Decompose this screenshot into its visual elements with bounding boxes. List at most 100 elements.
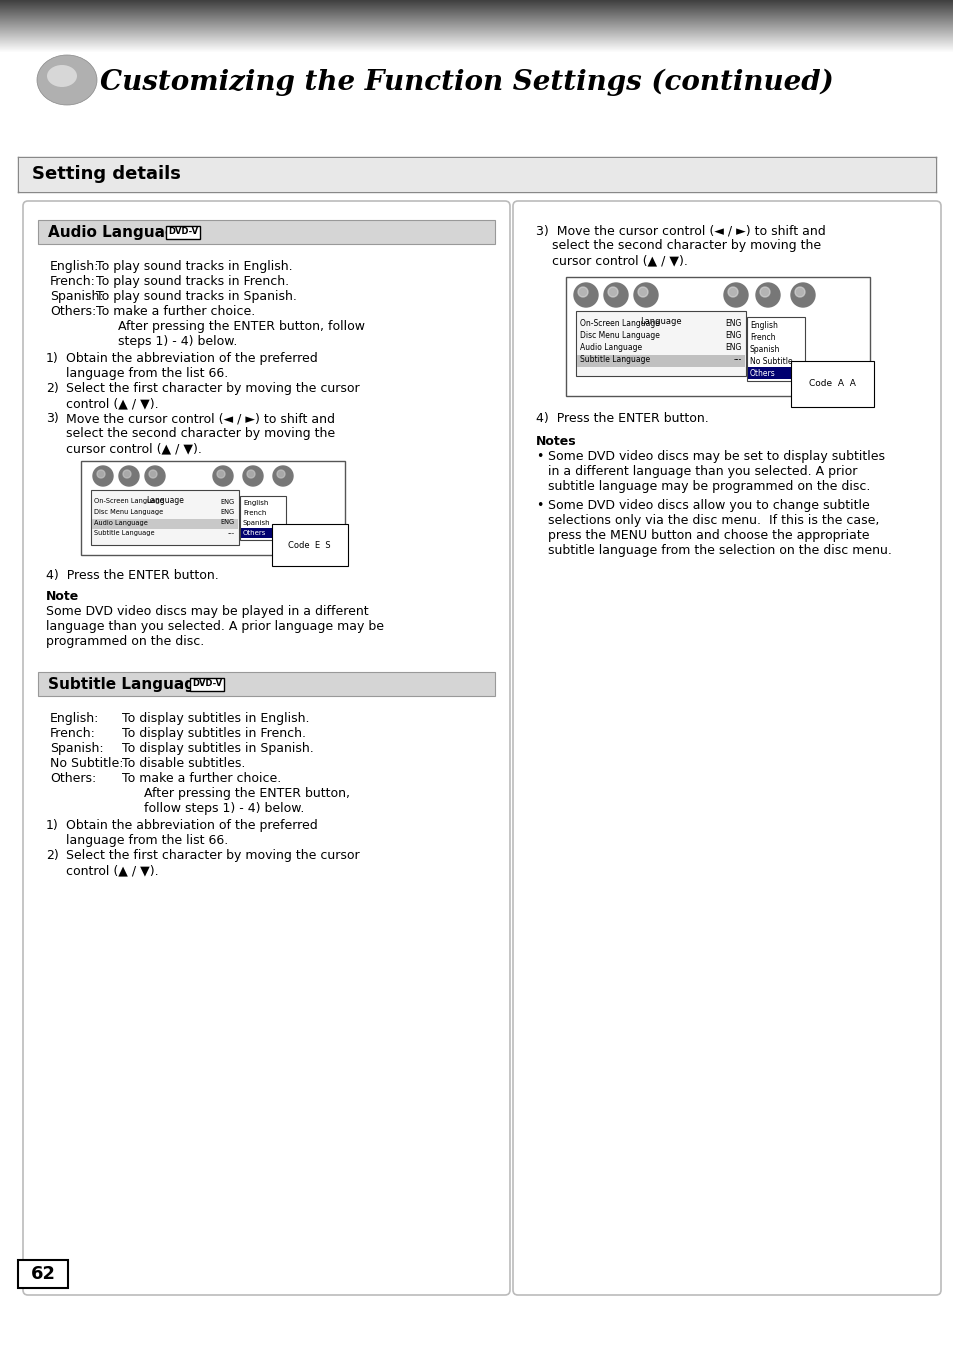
- FancyBboxPatch shape: [166, 225, 200, 239]
- Text: To display subtitles in English.: To display subtitles in English.: [122, 712, 309, 725]
- Text: control (▲ / ▼).: control (▲ / ▼).: [66, 398, 158, 410]
- Text: Notes: Notes: [536, 435, 576, 448]
- Text: English:: English:: [50, 260, 99, 274]
- Text: Some DVD video discs may be set to display subtitles: Some DVD video discs may be set to displ…: [547, 450, 884, 462]
- Text: After pressing the ENTER button, follow: After pressing the ENTER button, follow: [118, 319, 365, 333]
- Text: cursor control (▲ / ▼).: cursor control (▲ / ▼).: [536, 253, 687, 267]
- Circle shape: [145, 466, 165, 487]
- Text: Spanish: Spanish: [749, 345, 780, 355]
- Text: ENG: ENG: [221, 510, 234, 515]
- Text: Others:: Others:: [50, 305, 96, 318]
- Ellipse shape: [47, 65, 77, 88]
- Text: Others:: Others:: [50, 772, 96, 785]
- FancyBboxPatch shape: [81, 461, 345, 555]
- Text: 4)  Press the ENTER button.: 4) Press the ENTER button.: [46, 569, 218, 582]
- FancyBboxPatch shape: [190, 678, 224, 690]
- FancyBboxPatch shape: [565, 276, 869, 396]
- Text: ENG: ENG: [725, 342, 741, 352]
- Text: language from the list 66.: language from the list 66.: [66, 367, 228, 380]
- Text: Some DVD video discs allow you to change subtitle: Some DVD video discs allow you to change…: [547, 499, 869, 512]
- Bar: [240, 496, 286, 541]
- Text: Setting details: Setting details: [32, 164, 181, 183]
- Circle shape: [149, 470, 157, 479]
- Bar: [91, 491, 239, 545]
- Circle shape: [760, 287, 769, 297]
- Circle shape: [273, 466, 293, 487]
- Text: cursor control (▲ / ▼).: cursor control (▲ / ▼).: [66, 442, 202, 456]
- Text: selections only via the disc menu.  If this is the case,: selections only via the disc menu. If th…: [547, 514, 879, 527]
- Text: 1): 1): [46, 820, 59, 832]
- Text: Obtain the abbreviation of the preferred: Obtain the abbreviation of the preferred: [66, 352, 317, 365]
- Text: 3)  Move the cursor control (◄ / ►) to shift and: 3) Move the cursor control (◄ / ►) to sh…: [536, 224, 825, 237]
- Text: No Subtitle:: No Subtitle:: [50, 758, 123, 770]
- Text: language from the list 66.: language from the list 66.: [66, 834, 228, 847]
- Text: Move the cursor control (◄ / ►) to shift and: Move the cursor control (◄ / ►) to shift…: [66, 412, 335, 425]
- Text: To make a further choice.: To make a further choice.: [96, 305, 255, 318]
- FancyBboxPatch shape: [38, 673, 495, 696]
- Text: On-Screen Language: On-Screen Language: [579, 319, 659, 328]
- Text: Obtain the abbreviation of the preferred: Obtain the abbreviation of the preferred: [66, 820, 317, 832]
- Text: Spanish: Spanish: [243, 520, 271, 526]
- Text: Some DVD video discs may be played in a different: Some DVD video discs may be played in a …: [46, 605, 368, 617]
- Text: select the second character by moving the: select the second character by moving th…: [66, 427, 335, 439]
- Ellipse shape: [37, 55, 97, 105]
- Text: Subtitle Language: Subtitle Language: [94, 530, 154, 537]
- Text: No Subtitle: No Subtitle: [749, 357, 792, 367]
- Text: Select the first character by moving the cursor: Select the first character by moving the…: [66, 381, 359, 395]
- Bar: [241, 528, 285, 538]
- Text: 62: 62: [30, 1264, 55, 1283]
- Text: After pressing the ENTER button,: After pressing the ENTER button,: [144, 787, 350, 799]
- Text: English: English: [243, 500, 268, 506]
- Text: DVD-V: DVD-V: [168, 228, 198, 236]
- Text: subtitle language from the selection on the disc menu.: subtitle language from the selection on …: [547, 545, 891, 557]
- Text: subtitle language may be programmed on the disc.: subtitle language may be programmed on t…: [547, 480, 869, 493]
- Circle shape: [790, 283, 814, 307]
- Text: Code  E  S: Code E S: [288, 541, 331, 550]
- FancyBboxPatch shape: [38, 220, 495, 244]
- Bar: [747, 367, 803, 379]
- Circle shape: [276, 470, 285, 479]
- Text: To play sound tracks in Spanish.: To play sound tracks in Spanish.: [96, 290, 296, 303]
- Text: To display subtitles in Spanish.: To display subtitles in Spanish.: [122, 741, 314, 755]
- Text: programmed on the disc.: programmed on the disc.: [46, 635, 204, 648]
- Circle shape: [574, 283, 598, 307]
- Text: Spanish:: Spanish:: [50, 290, 104, 303]
- Text: Spanish:: Spanish:: [50, 741, 104, 755]
- Text: Audio Language: Audio Language: [94, 519, 148, 526]
- Text: Disc Menu Language: Disc Menu Language: [94, 510, 163, 515]
- Circle shape: [723, 283, 747, 307]
- FancyBboxPatch shape: [18, 1260, 68, 1287]
- Bar: [577, 355, 744, 367]
- Circle shape: [603, 283, 627, 307]
- Circle shape: [97, 470, 105, 479]
- Text: Disc Menu Language: Disc Menu Language: [579, 332, 659, 340]
- Text: English: English: [749, 321, 777, 330]
- Text: Others: Others: [749, 369, 775, 377]
- FancyBboxPatch shape: [513, 201, 940, 1295]
- Text: English:: English:: [50, 712, 99, 725]
- Text: Language: Language: [146, 496, 184, 506]
- Text: French:: French:: [50, 727, 95, 740]
- Text: DVD-V: DVD-V: [192, 679, 222, 689]
- Text: control (▲ / ▼).: control (▲ / ▼).: [66, 864, 158, 878]
- Circle shape: [119, 466, 139, 487]
- Text: in a different language than you selected. A prior: in a different language than you selecte…: [547, 465, 857, 479]
- Text: ENG: ENG: [725, 332, 741, 340]
- Circle shape: [216, 470, 225, 479]
- Circle shape: [638, 287, 647, 297]
- Circle shape: [92, 466, 112, 487]
- Bar: [746, 317, 804, 381]
- Text: Others: Others: [243, 530, 266, 537]
- Text: 2): 2): [46, 381, 59, 395]
- Circle shape: [634, 283, 658, 307]
- Circle shape: [755, 283, 780, 307]
- Text: 2): 2): [46, 849, 59, 861]
- Text: To display subtitles in French.: To display subtitles in French.: [122, 727, 306, 740]
- Text: To play sound tracks in English.: To play sound tracks in English.: [96, 260, 293, 274]
- Circle shape: [794, 287, 804, 297]
- Text: To play sound tracks in French.: To play sound tracks in French.: [96, 275, 289, 288]
- Text: French: French: [749, 333, 775, 342]
- Text: •: •: [536, 499, 543, 512]
- Circle shape: [123, 470, 131, 479]
- Circle shape: [247, 470, 254, 479]
